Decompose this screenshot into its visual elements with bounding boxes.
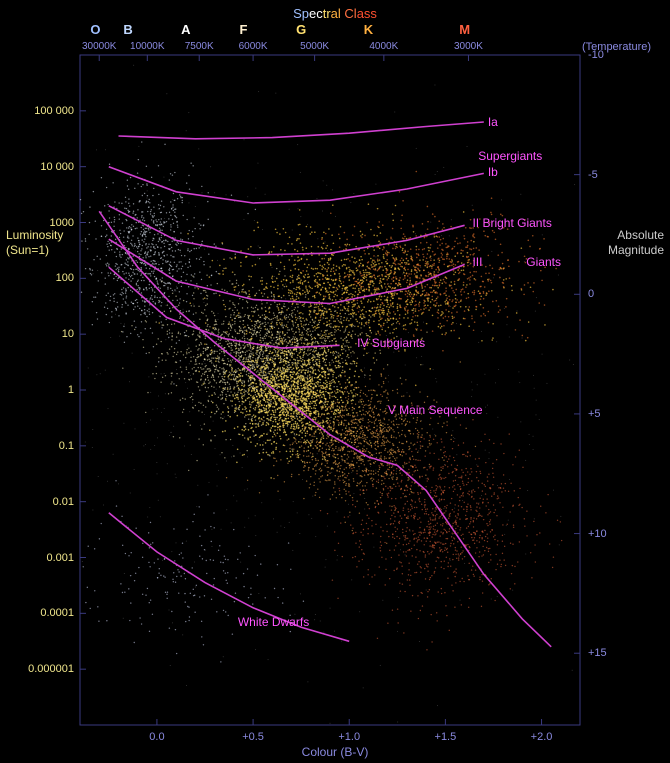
plot-svg [0,0,670,763]
curve-Ia [119,122,484,139]
spectral-letter-F: F [233,22,253,37]
y-left-tick: 10 000 [14,161,74,173]
temp-tick: 3000K [443,41,493,52]
x-bottom-tick: +1.0 [329,731,369,743]
spectral-letter-A: A [176,22,196,37]
spectral-letter-O: O [85,22,105,37]
curve-label-WD: White Dwarfs [238,615,309,629]
y-left-tick: 0.01 [14,496,74,508]
y-left-tick: 0.000001 [14,663,74,675]
y-right-tick: 0 [588,288,594,300]
y-left-tick: 10 [14,328,74,340]
temp-tick: 7500K [174,41,224,52]
x-bottom-tick: +1.5 [425,731,465,743]
temp-tick: 6000K [228,41,278,52]
curve-label2-III: Giants [526,255,561,269]
temp-tick: 10000K [122,41,172,52]
curve-label2-Ia: Supergiants [478,149,542,163]
y-left-tick: 0.1 [14,440,74,452]
x-bottom-tick: +0.5 [233,731,273,743]
scatter-group [80,65,575,724]
curve-WD [109,513,349,642]
y-left-label-2: (Sun=1) [6,243,49,257]
temp-tick: 4000K [359,41,409,52]
spectral-letter-G: G [291,22,311,37]
curve-label-III: III [472,255,482,269]
y-right-tick: +15 [588,647,607,659]
curve-IV [109,267,340,348]
y-left-tick: 1000 [14,217,74,229]
curve-label-Ib: Ib [488,165,498,179]
y-right-tick: +5 [588,408,601,420]
y-left-tick: 1 [14,384,74,396]
y-left-label-1: Luminosity [6,228,63,242]
y-right-tick: +10 [588,528,607,540]
y-left-tick: 100 [14,272,74,284]
temp-tick: 30000K [74,41,124,52]
y-right-tick: -10 [588,49,604,61]
spectral-letter-M: M [455,22,475,37]
curve-label-IV: IV Subgiants [357,336,425,350]
x-bottom-tick: 0.0 [137,731,177,743]
spectral-letter-K: K [358,22,378,37]
y-right-tick: -5 [588,169,598,181]
curve-label-Ia: Ia [488,115,498,129]
x-bottom-tick: +2.0 [522,731,562,743]
spectral-class-title: Spectral Class [0,6,670,21]
y-right-label-1: Absolute [617,228,664,242]
y-left-tick: 0.001 [14,552,74,564]
y-right-label-2: Magnitude [608,243,664,257]
curve-Ib [109,167,484,203]
curve-label-V: V Main Sequence [388,403,483,417]
hr-diagram: { "dimensions": { "width": 670, "height"… [0,0,670,763]
y-left-tick: 100 000 [14,105,74,117]
temp-tick: 5000K [290,41,340,52]
curve-label-II: II Bright Giants [472,216,551,230]
y-left-tick: 0.0001 [14,607,74,619]
spectral-letter-B: B [118,22,138,37]
x-bottom-label: Colour (B-V) [0,745,670,759]
